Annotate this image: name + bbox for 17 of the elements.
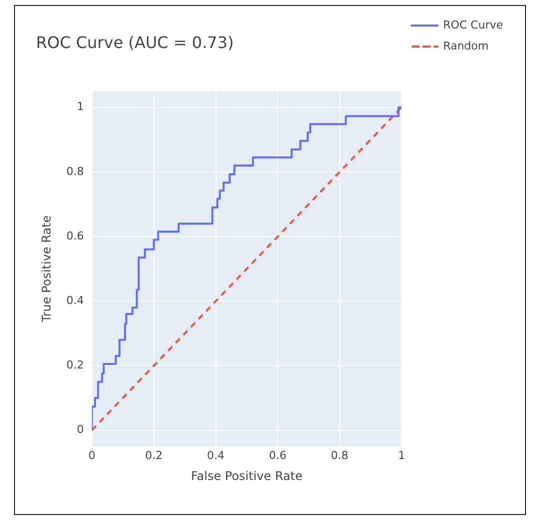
y-tick-label: 0.2 (66, 358, 84, 372)
x-tick-label: 0.8 (330, 448, 348, 462)
x-tick-label: 1 (398, 448, 406, 462)
y-tick-label: 0.8 (66, 164, 84, 178)
chart-title: ROC Curve (AUC = 0.73) (36, 32, 234, 52)
y-tick-label: 0 (76, 423, 84, 436)
x-tick-label: 0 (88, 448, 96, 462)
x-axis-title: False Positive Rate (190, 468, 302, 483)
y-axis-title: True Positive Rate (39, 215, 54, 324)
y-tick-label: 1 (76, 100, 84, 114)
legend-label: ROC Curve (443, 18, 504, 32)
x-tick-label: 0.6 (268, 448, 286, 462)
y-tick-label: 0.6 (66, 229, 84, 242)
x-tick-label: 0.4 (207, 448, 225, 462)
x-tick-label: 0.2 (145, 448, 163, 462)
y-tick-label: 0.4 (66, 294, 84, 307)
legend-label: Random (443, 39, 489, 52)
